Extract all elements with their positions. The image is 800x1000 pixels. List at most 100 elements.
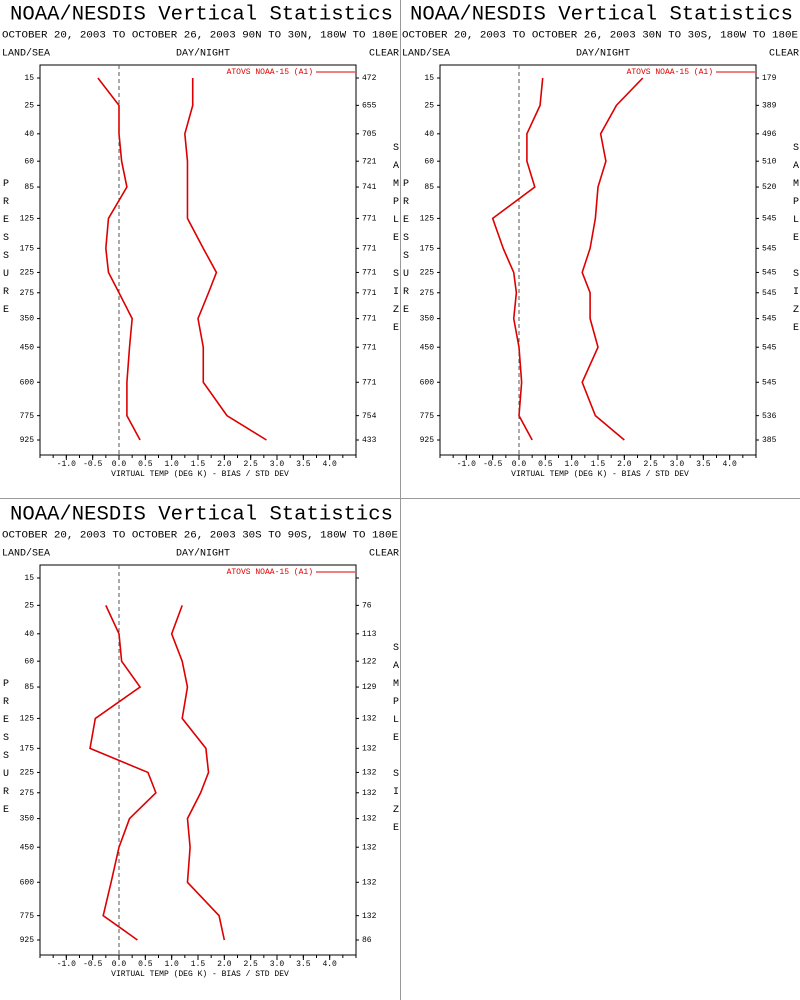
sample-size: 545: [762, 343, 777, 352]
x-tick-label: 3.0: [270, 960, 285, 969]
chart-panel: NOAA/NESDIS Vertical Statistics OCTOBER 2…: [402, 3, 799, 479]
sample-size: 510: [762, 157, 777, 166]
chart-subtitle: OCTOBER 20, 2003 TO OCTOBER 26, 2003 30S…: [2, 531, 398, 542]
sample-size: 545: [762, 315, 777, 324]
sample-size: 496: [762, 130, 777, 139]
sample-size: 132: [362, 789, 377, 798]
sample-size: 132: [362, 715, 377, 724]
x-tick-label: -1.0: [57, 960, 76, 969]
sample-size: 771: [362, 315, 377, 324]
x-tick-label: 3.5: [696, 460, 711, 469]
sample-size: 132: [362, 744, 377, 753]
x-tick-label: 0.0: [112, 460, 127, 469]
sample-size: 472: [362, 74, 377, 83]
x-tick-label: 1.0: [564, 460, 579, 469]
sample-size: 122: [362, 657, 377, 666]
pressure-label: 775: [20, 412, 35, 421]
pressure-label: 40: [424, 130, 434, 139]
pressure-label: 125: [20, 215, 35, 224]
sample-size: 771: [362, 289, 377, 298]
sample-size: 545: [762, 215, 777, 224]
x-tick-label: 3.0: [270, 460, 285, 469]
sample-size: 389: [762, 101, 777, 110]
x-tick-label: -1.0: [457, 460, 476, 469]
pressure-label: 85: [24, 683, 34, 692]
sample-size: 771: [362, 343, 377, 352]
x-tick-label: 1.5: [191, 460, 206, 469]
profile-line: [97, 77, 141, 441]
sample-size: 113: [362, 630, 377, 639]
legend-label: ATOVS NOAA-15 (A1): [227, 68, 313, 77]
sample-size: 132: [362, 815, 377, 824]
sample-size: 771: [362, 378, 377, 387]
profile-line: [170, 605, 226, 941]
sample-size: 545: [762, 244, 777, 253]
sample-size: 385: [762, 436, 777, 445]
x-tick-label: 0.5: [538, 460, 553, 469]
pressure-label: 85: [24, 183, 34, 192]
center-label: DAY/NIGHT: [576, 48, 630, 60]
pressure-label: 600: [20, 378, 35, 387]
chart-panel: NOAA/NESDIS Vertical Statistics OCTOBER 2…: [2, 503, 399, 979]
pressure-label: 15: [24, 574, 34, 583]
legend-label: ATOVS NOAA-15 (A1): [627, 68, 713, 77]
plot-frame: [439, 64, 757, 456]
sample-size: 741: [362, 183, 377, 192]
right-label: CLEAR: [769, 49, 799, 60]
right-label: CLEAR: [369, 49, 399, 60]
pressure-label: 275: [20, 289, 35, 298]
x-tick-label: 2.0: [217, 960, 232, 969]
x-tick-label: 0.5: [138, 460, 153, 469]
pressure-label: 925: [20, 936, 35, 945]
sample-size: 545: [762, 378, 777, 387]
pressure-label: 15: [24, 74, 34, 83]
sample-size: 721: [362, 157, 377, 166]
pressure-label: 85: [424, 183, 434, 192]
plot-frame: [39, 564, 357, 956]
chart-panel: NOAA/NESDIS Vertical Statistics OCTOBER 2…: [2, 3, 399, 479]
pressure-label: 175: [420, 244, 435, 253]
left-label: LAND/SEA: [402, 48, 450, 60]
sample-size: 179: [762, 74, 777, 83]
x-tick-label: 4.0: [722, 460, 737, 469]
pressure-label: 25: [24, 601, 34, 610]
sample-size: 433: [362, 436, 377, 445]
profile-line: [581, 77, 644, 441]
x-tick-label: 0.5: [138, 960, 153, 969]
x-tick-label: -0.5: [83, 960, 102, 969]
x-axis-label: VIRTUAL TEMP (DEG K) - BIAS / STD DEV: [511, 470, 689, 479]
sample-size: 754: [362, 412, 377, 421]
sample-size: 545: [762, 269, 777, 278]
chart-subtitle: OCTOBER 20, 2003 TO OCTOBER 26, 2003 90N…: [2, 31, 398, 42]
sample-size: 132: [362, 769, 377, 778]
x-tick-label: 4.0: [322, 960, 337, 969]
x-tick-label: 3.5: [296, 460, 311, 469]
pressure-label: 225: [20, 769, 35, 778]
x-tick-label: 2.0: [217, 460, 232, 469]
pressure-label: 125: [420, 215, 435, 224]
pressure-label: 275: [420, 289, 435, 298]
pressure-label: 15: [424, 74, 434, 83]
chart-title: NOAA/NESDIS Vertical Statistics: [410, 3, 793, 26]
pressure-label: 60: [424, 157, 434, 166]
x-tick-label: -0.5: [83, 460, 102, 469]
legend-label: ATOVS NOAA-15 (A1): [227, 568, 313, 577]
pressure-label: 225: [420, 269, 435, 278]
pressure-label: 225: [20, 269, 35, 278]
left-label: LAND/SEA: [2, 548, 50, 560]
sample-size: 76: [362, 601, 372, 610]
pressure-label: 450: [20, 343, 35, 352]
pressure-label: 600: [420, 378, 435, 387]
pressure-label: 125: [20, 715, 35, 724]
pressure-label: 25: [24, 101, 34, 110]
pressure-label: 775: [420, 412, 435, 421]
center-label: DAY/NIGHT: [176, 548, 230, 560]
x-tick-label: 0.0: [512, 460, 527, 469]
profile-line: [184, 78, 267, 441]
sample-size: 86: [362, 936, 372, 945]
